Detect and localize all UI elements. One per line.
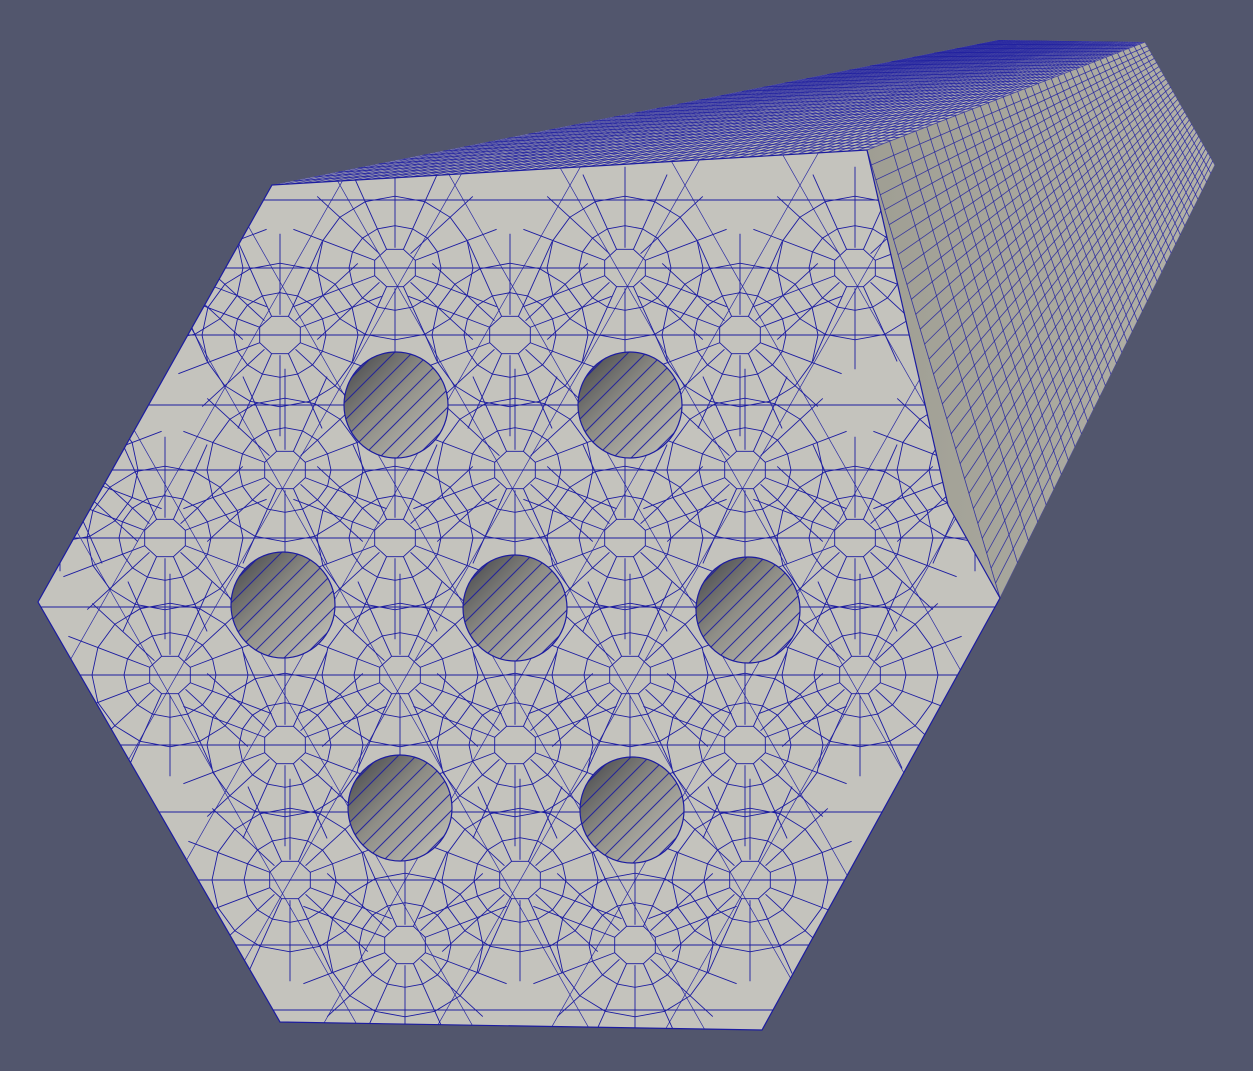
mesh-cell <box>750 573 970 777</box>
hole <box>695 556 801 664</box>
hole <box>579 756 685 864</box>
side-mesh-lines <box>867 42 1215 598</box>
hole <box>230 551 336 659</box>
mesh-cell <box>295 843 515 1030</box>
hole <box>347 754 453 862</box>
hole <box>462 554 568 662</box>
mesh-cell <box>525 843 745 1030</box>
holes-group <box>230 351 801 864</box>
prism-top-surface <box>272 40 1145 185</box>
prism-front-face <box>37 149 1001 1031</box>
hole <box>343 351 449 459</box>
hole <box>577 351 683 459</box>
top-mesh-lines <box>272 40 1145 185</box>
prism-side-surface <box>867 42 1215 598</box>
